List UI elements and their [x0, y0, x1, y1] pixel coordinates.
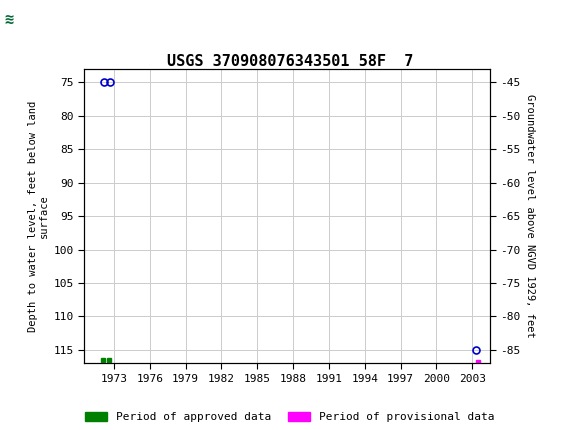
Bar — [3, 2, 67, 38]
Text: ≋: ≋ — [5, 12, 14, 28]
Text: USGS: USGS — [26, 11, 77, 29]
Y-axis label: Groundwater level above NGVD 1929, feet: Groundwater level above NGVD 1929, feet — [525, 94, 535, 338]
Legend: Period of approved data, Period of provisional data: Period of approved data, Period of provi… — [85, 412, 495, 422]
Y-axis label: Depth to water level, feet below land
surface: Depth to water level, feet below land su… — [28, 101, 49, 332]
Text: USGS 370908076343501 58F  7: USGS 370908076343501 58F 7 — [167, 54, 413, 69]
